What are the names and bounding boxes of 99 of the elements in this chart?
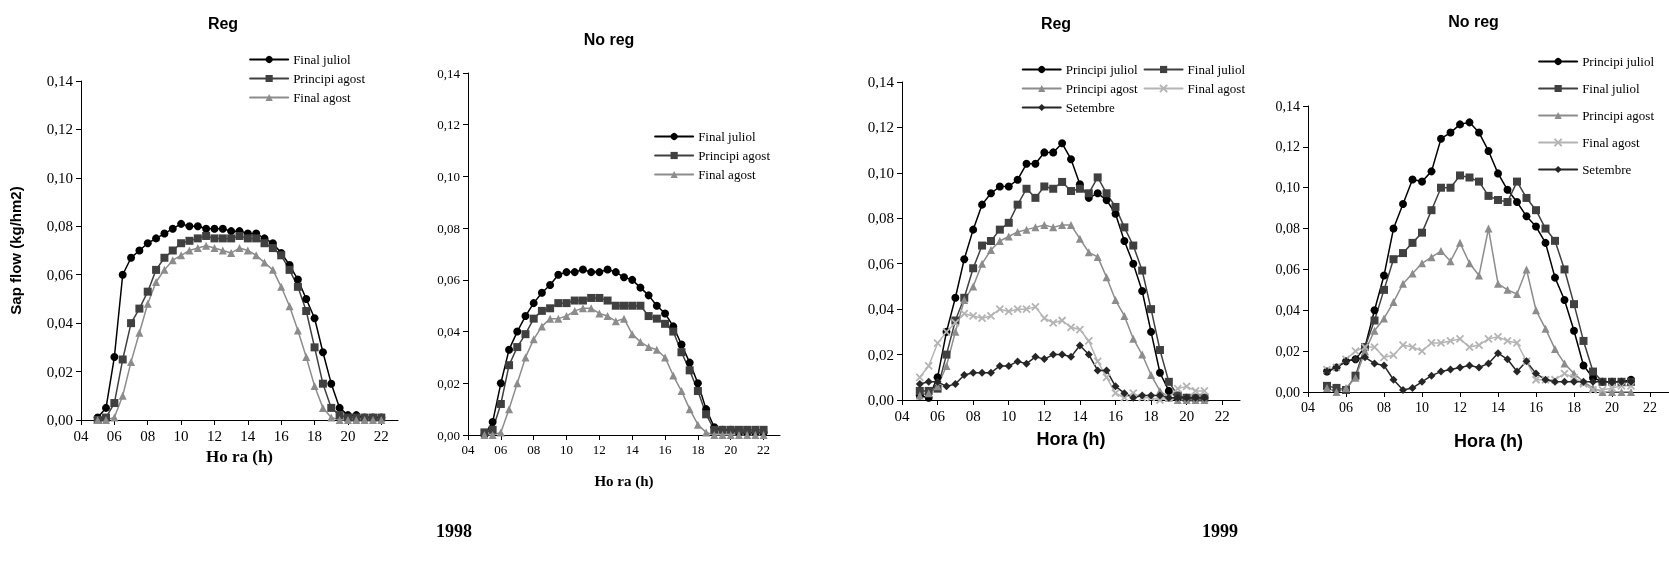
y-tick-label: 0,02 [46, 363, 73, 380]
x-tick-label: 18 [1143, 407, 1159, 424]
x-tick-label: 08 [140, 427, 156, 444]
x-tick-label: 12 [592, 442, 606, 457]
x-tick-label: 04 [894, 407, 910, 424]
x-tick-label: 14 [240, 427, 256, 444]
x-tick-label: 22 [1214, 407, 1230, 424]
legend-label: Principi agost [1582, 108, 1655, 123]
y-tick-label: 0,08 [46, 218, 73, 235]
x-tick-label: 10 [560, 442, 574, 457]
legend-label: Setembre [1582, 162, 1632, 177]
y-tick-label: 0,06 [46, 266, 74, 283]
y-tick-label: 0,14 [1275, 98, 1300, 114]
x-tick-label: 20 [340, 427, 356, 444]
y-tick-label: 0,14 [46, 73, 74, 89]
y-tick-label: 0,10 [46, 169, 73, 186]
legend-label: Final agost [1187, 81, 1246, 96]
x-tick-label: 06 [494, 442, 508, 457]
y-tick-label: 0,02 [1275, 343, 1300, 359]
y-tick-label: 0,02 [437, 375, 460, 391]
x-tick-label: 16 [273, 427, 290, 444]
x-axis-title: Ho ra (h) [594, 472, 654, 490]
x-tick-label: 16 [1529, 399, 1543, 415]
x-tick-label: 22 [1643, 399, 1657, 415]
x-tick-label: 14 [625, 442, 640, 457]
x-tick-label: 12 [206, 427, 222, 444]
text: 1998 [436, 521, 472, 541]
y-axis-title: Sap flow (kg/hm2) [7, 186, 24, 315]
x-tick-label: 20 [724, 442, 738, 457]
legend-label: Final juliol [1582, 81, 1640, 96]
y-tick-label: 0,02 [867, 346, 894, 363]
x-axis-title: Ho ra (h) [205, 447, 274, 466]
x-tick-label: 12 [1453, 399, 1467, 415]
legend-label: Final agost [1582, 135, 1640, 150]
x-tick-label: 08 [965, 407, 981, 424]
y-tick-label: 0,12 [867, 119, 894, 136]
x-tick-label: 18 [1567, 399, 1581, 415]
y-tick-label: 0,00 [1275, 384, 1300, 400]
y-tick-label: 0,10 [867, 164, 894, 181]
x-tick-label: 10 [1415, 399, 1429, 415]
y-tick-label: 0,08 [1275, 221, 1300, 237]
x-tick-label: 14 [1491, 399, 1505, 415]
chart-title: No reg [1448, 12, 1499, 30]
y-tick-label: 0,08 [437, 220, 460, 236]
x-tick-label: 08 [1377, 399, 1391, 415]
legend-label: Principi agost [1065, 81, 1138, 96]
x-tick-label: 10 [173, 427, 189, 444]
chart-title: Reg [1040, 14, 1072, 32]
text: 1999 [1202, 521, 1238, 541]
legend-label: Principi agost [698, 148, 771, 163]
legend-label: Final agost [698, 167, 756, 182]
y-tick-label: 0,12 [46, 121, 73, 138]
x-tick-label: 04 [73, 427, 89, 444]
x-tick-label: 22 [373, 427, 389, 444]
chart-title: No reg [583, 30, 635, 48]
y-tick-label: 0,00 [46, 412, 73, 428]
x-tick-label: 12 [1036, 407, 1052, 424]
x-tick-label: 16 [1107, 407, 1124, 424]
y-tick-label: 0,00 [437, 427, 460, 443]
x-tick-label: 16 [658, 442, 673, 457]
y-tick-label: 0,00 [867, 392, 894, 408]
legend-label: Setembre [1065, 100, 1116, 115]
y-tick-label: 0,04 [437, 324, 461, 340]
legend-label: Final juliol [1187, 62, 1246, 77]
y-tick-label: 0,04 [867, 301, 895, 318]
y-tick-label: 0,04 [1275, 302, 1300, 318]
y-tick-label: 0,10 [1275, 180, 1300, 196]
y-tick-label: 0,12 [1275, 139, 1300, 155]
legend-label: Principi juliol [1582, 54, 1655, 69]
y-tick-label: 0,14 [437, 65, 461, 81]
x-axis-title: Hora (h) [1036, 429, 1106, 449]
x-tick-label: 04 [1301, 399, 1315, 415]
x-tick-label: 14 [1072, 407, 1088, 424]
y-tick-label: 0,06 [437, 272, 461, 288]
x-tick-label: 18 [691, 442, 705, 457]
y-tick-label: 0,10 [437, 168, 460, 184]
y-tick-label: 0,06 [1275, 261, 1300, 277]
x-tick-label: 06 [1339, 399, 1353, 415]
x-tick-label: 08 [527, 442, 541, 457]
chart-title: Reg [207, 14, 239, 32]
x-tick-label: 20 [1179, 407, 1195, 424]
legend-label: Principi agost [293, 71, 366, 86]
legend-label: Final agost [293, 90, 351, 105]
x-tick-label: 18 [307, 427, 323, 444]
x-tick-label: 10 [1001, 407, 1017, 424]
y-tick-label: 0,06 [867, 255, 895, 272]
legend-label: Principi juliol [1065, 62, 1138, 77]
y-tick-label: 0,08 [867, 210, 894, 227]
x-tick-label: 04 [461, 442, 475, 457]
x-tick-label: 20 [1605, 399, 1619, 415]
x-tick-label: 22 [757, 442, 771, 457]
legend-label: Final juliol [293, 52, 351, 67]
y-tick-label: 0,14 [867, 74, 895, 90]
y-tick-label: 0,12 [437, 117, 460, 133]
y-tick-label: 0,04 [46, 315, 74, 332]
x-tick-label: 06 [930, 407, 946, 424]
x-axis-title: Hora (h) [1454, 431, 1523, 451]
legend-label: Final juliol [698, 129, 756, 144]
x-tick-label: 06 [106, 427, 123, 444]
